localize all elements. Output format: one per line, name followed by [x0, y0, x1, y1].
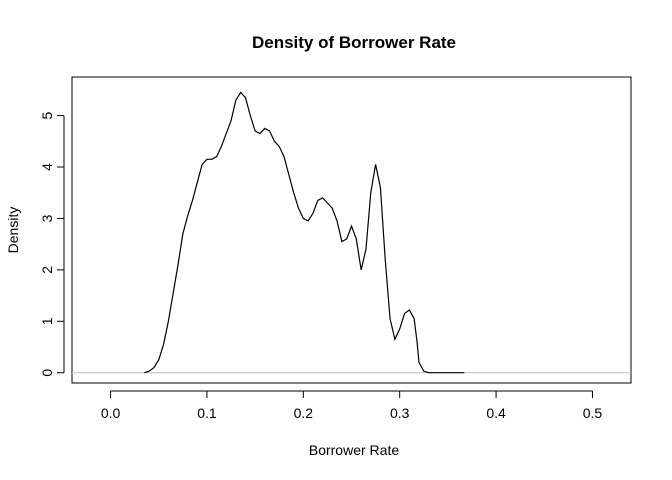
x-tick-label: 0.4 [486, 405, 506, 421]
y-axis: 0 1 2 3 4 5 [39, 111, 65, 377]
x-tick-label: 0.3 [390, 405, 410, 421]
x-axis: 0.0 0.1 0.2 0.3 0.4 0.5 [101, 390, 603, 421]
y-tick-label: 2 [39, 266, 55, 274]
y-tick-label: 3 [39, 214, 55, 222]
x-tick-label: 0.5 [583, 405, 603, 421]
y-tick-label: 5 [39, 111, 55, 119]
y-tick-label: 0 [39, 369, 55, 377]
x-tick-label: 0.2 [294, 405, 314, 421]
x-axis-label: Borrower Rate [309, 442, 399, 458]
x-tick-label: 0.1 [197, 405, 217, 421]
density-line [144, 91, 465, 374]
chart-title: Density of Borrower Rate [252, 33, 456, 52]
y-tick-label: 1 [39, 317, 55, 325]
x-tick-label: 0.0 [101, 405, 121, 421]
y-axis-label: Density [5, 207, 21, 254]
y-tick-label: 4 [39, 163, 55, 171]
plot-area-frame [71, 76, 632, 384]
